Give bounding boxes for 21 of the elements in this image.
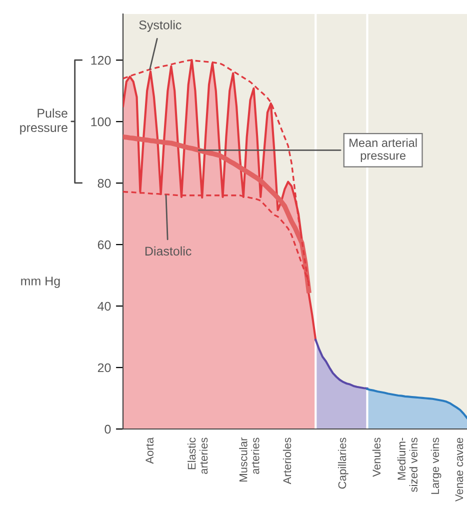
x-tick-label: Venules — [372, 438, 381, 477]
x-tick-label: Arterioles — [282, 438, 292, 484]
annotation: Mean arterial pressure — [350, 138, 417, 162]
x-tick-label: Large veins — [430, 438, 442, 494]
y-tick-label: 0 — [104, 424, 111, 434]
x-tick-label: Venae cavae — [455, 438, 464, 502]
x-tick-label: Muscular arteries — [239, 438, 260, 482]
annotation: Diastolic — [145, 246, 192, 256]
x-tick-label: Aorta — [146, 437, 154, 464]
y-tick-label: 20 — [98, 363, 111, 372]
y-tick-label: 120 — [91, 56, 111, 65]
x-tick-label: Elastic arteries — [188, 438, 208, 474]
y-tick-label: 40 — [98, 302, 111, 311]
x-tick-label: Medium- sized veins — [397, 438, 418, 492]
annotation: Systolic — [139, 20, 182, 32]
text: Pulse pressure — [20, 108, 68, 134]
x-tick-label: Capillaries — [338, 438, 348, 489]
y-axis-title: mm Hg — [21, 276, 60, 288]
y-tick-label: 80 — [98, 178, 111, 188]
y-tick-label: 100 — [91, 117, 111, 126]
y-tick-label: 60 — [98, 240, 111, 250]
